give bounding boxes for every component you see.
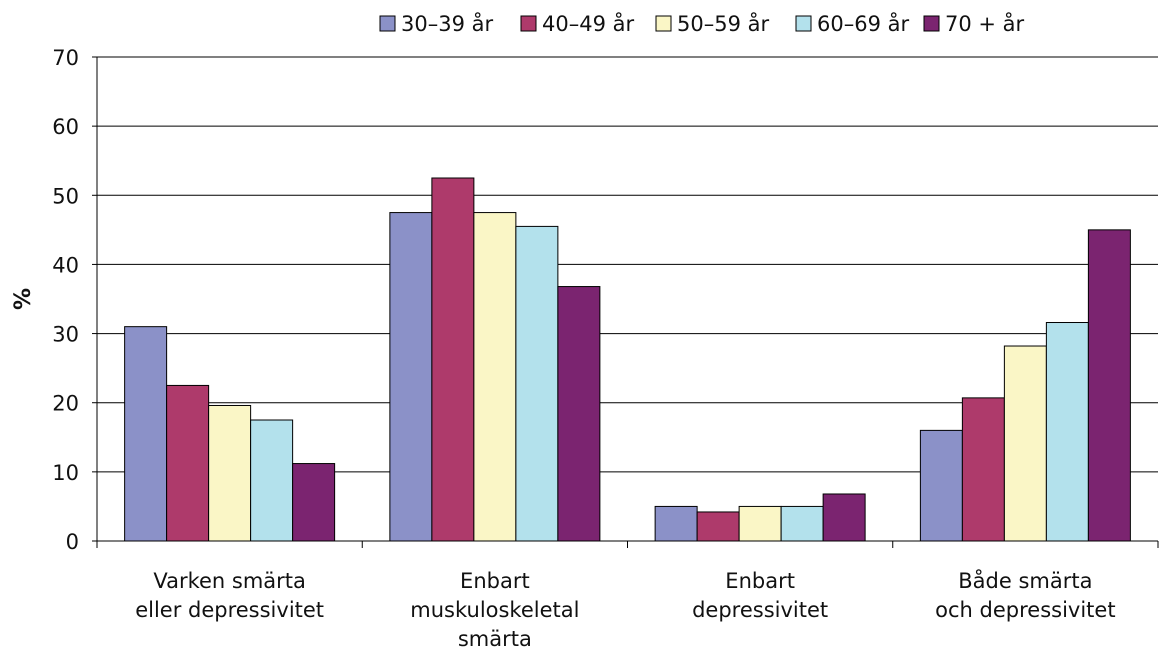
bar-5-1 — [292, 463, 336, 542]
bar-4-3 — [780, 505, 824, 542]
bar-4-1 — [250, 419, 294, 542]
bar-2-4 — [961, 397, 1005, 542]
category-label-line: eller depressivitet — [135, 598, 324, 622]
category-label-line: och depressivitet — [935, 598, 1115, 622]
bar-4-2 — [515, 225, 559, 542]
bar-3-2 — [473, 212, 517, 542]
category-label-line: depressivitet — [692, 598, 828, 622]
y-tick-label: 40 — [52, 253, 79, 277]
legend-swatch — [379, 15, 396, 32]
bar-5-4 — [1087, 229, 1131, 542]
legend: 30–39 år 40–49 år 50–59 år 60–69 år 70 + år — [379, 11, 1025, 36]
bar-3-3 — [738, 505, 782, 542]
category-label-line: Enbart — [460, 569, 530, 593]
y-tick-label: 10 — [52, 461, 79, 485]
category-label-line: Varken smärta — [153, 569, 306, 593]
bar-5-2 — [557, 286, 601, 542]
bar-1-2 — [389, 212, 433, 542]
bars — [124, 177, 1131, 542]
legend-swatch — [923, 15, 940, 32]
legend-label: 30–39 år — [401, 11, 493, 36]
legend-label: 70 + år — [945, 11, 1025, 36]
y-tick-label: 60 — [52, 115, 79, 139]
x-category-labels: Varken smärta eller depressivitet Enbart mu… — [135, 568, 1115, 651]
category-label-line: Enbart — [725, 569, 795, 593]
legend-label: 40–49 år — [542, 11, 634, 36]
legend-label: 50–59 år — [677, 11, 769, 36]
bar-5-3 — [822, 493, 866, 542]
legend-swatch — [520, 15, 537, 32]
y-tick-label: 50 — [52, 184, 79, 208]
y-tick-label: 30 — [52, 323, 79, 347]
bar-1-4 — [919, 429, 963, 542]
legend-swatch — [795, 15, 812, 32]
bar-2-2 — [431, 177, 475, 542]
axes — [96, 57, 1159, 548]
bar-3-1 — [208, 404, 252, 542]
bar-4-4 — [1045, 322, 1089, 542]
y-tick-labels: 0 10 20 30 40 50 60 70 — [52, 46, 79, 554]
bar-1-3 — [654, 505, 698, 542]
bar-2-3 — [696, 511, 740, 542]
category-label-line: Både smärta — [958, 568, 1092, 593]
y-axis-label: % — [11, 288, 36, 310]
category-label-line: smärta — [458, 627, 532, 651]
bar-1-1 — [124, 326, 168, 542]
bar-3-4 — [1003, 345, 1047, 542]
category-label-line: muskuloskeletal — [410, 598, 579, 622]
y-tick-label: 70 — [52, 46, 79, 70]
y-tick-label: 0 — [66, 530, 79, 554]
bar-2-1 — [166, 384, 210, 542]
legend-label: 60–69 år — [817, 11, 909, 36]
y-tick-label: 20 — [52, 392, 79, 416]
legend-swatch — [655, 15, 672, 32]
